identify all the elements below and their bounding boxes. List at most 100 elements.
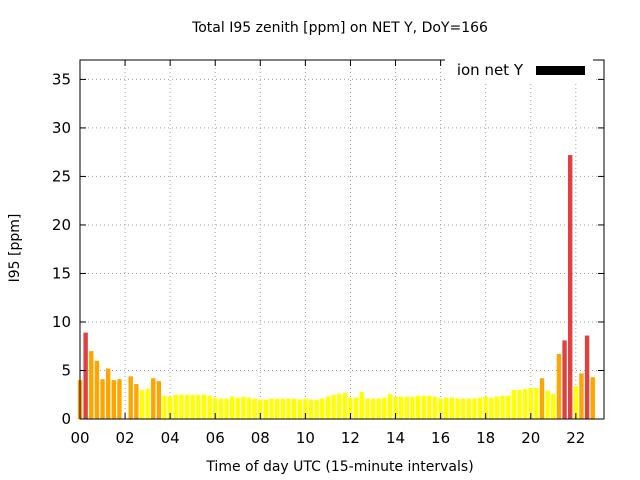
bar: [551, 393, 556, 419]
bar: [325, 396, 331, 419]
bar: [128, 376, 133, 419]
y-tick-label: 25: [52, 167, 71, 185]
bar: [365, 398, 370, 419]
bar: [139, 389, 145, 419]
bar: [489, 397, 494, 419]
x-tick-label: 20: [521, 429, 540, 447]
bar: [528, 387, 533, 419]
y-tick-label: 30: [52, 119, 71, 137]
bar: [393, 396, 398, 419]
bar: [562, 340, 567, 419]
bar: [83, 332, 88, 419]
x-tick-label: 06: [206, 429, 225, 447]
x-tick-label: 02: [116, 429, 135, 447]
x-tick-label: 16: [431, 429, 450, 447]
bar: [224, 398, 229, 419]
bar-series: [77, 155, 595, 419]
legend-swatch: [536, 66, 585, 75]
y-tick-label: 0: [61, 410, 71, 428]
bar: [297, 399, 302, 419]
bar: [134, 384, 139, 419]
bar: [506, 395, 511, 419]
bar: [483, 396, 488, 419]
bar: [291, 398, 297, 419]
chart-title: Total I95 zenith [ppm] on NET Y, DoY=166: [191, 20, 488, 36]
bar: [460, 398, 466, 419]
bar: [258, 399, 263, 419]
y-tick-label: 10: [52, 313, 71, 331]
x-tick-label: 00: [70, 429, 89, 447]
bar: [517, 389, 522, 419]
bar: [94, 360, 100, 419]
bar: [584, 335, 590, 419]
bar: [449, 397, 455, 419]
x-tick-label: 22: [566, 429, 585, 447]
legend-label: ion net Y: [457, 61, 524, 79]
x-tick-label: 10: [296, 429, 315, 447]
bar: [252, 398, 257, 419]
bar: [207, 395, 212, 419]
y-tick-label: 15: [52, 264, 71, 282]
bar: [218, 398, 224, 419]
bar: [472, 398, 477, 419]
bar: [353, 397, 359, 419]
bar: [156, 381, 162, 419]
bar: [235, 397, 240, 419]
bar: [421, 395, 426, 419]
bar: [342, 392, 348, 419]
bar: [280, 398, 286, 419]
bar: [105, 368, 111, 419]
bar: [466, 398, 471, 419]
bar: [579, 373, 584, 419]
x-tick-label: 14: [386, 429, 405, 447]
bar: [179, 394, 184, 419]
y-tick-label: 35: [52, 70, 71, 88]
x-tick-label: 12: [341, 429, 360, 447]
bar: [387, 393, 393, 419]
bar: [269, 398, 274, 419]
x-tick-label: 18: [476, 429, 495, 447]
bar: [100, 379, 105, 419]
bar: [438, 398, 443, 419]
bar: [246, 397, 252, 419]
bar: [444, 397, 449, 419]
bar: [556, 353, 562, 419]
bar: [534, 387, 539, 419]
bar: [308, 399, 314, 419]
legend: ion net Y: [445, 58, 593, 82]
bar: [111, 380, 117, 419]
bar: [117, 379, 122, 419]
axis-ticks: 0 5 10 15 20 25 30 35 00 02 04 06 08 10 12 14 16 18 20 22: [52, 60, 604, 447]
bar: [410, 396, 415, 419]
bar: [359, 391, 364, 419]
bar: [494, 396, 500, 419]
bar: [415, 395, 421, 419]
bar: [320, 398, 325, 419]
bar: [190, 394, 195, 419]
bar: [455, 398, 460, 419]
bar: [331, 394, 336, 419]
bar: [184, 394, 190, 419]
bar: [89, 351, 94, 419]
bar: [196, 394, 201, 419]
bar: [398, 396, 404, 419]
bar: [162, 395, 167, 419]
bar: [590, 377, 595, 419]
x-axis-label: Time of day UTC (15-minute intervals): [205, 459, 473, 475]
bar: [404, 396, 409, 419]
bar: [263, 399, 269, 419]
bar: [522, 388, 528, 419]
bar: [427, 395, 432, 419]
bar: [275, 398, 280, 419]
bar: [336, 393, 342, 419]
bar: [286, 398, 291, 419]
bar: [303, 398, 308, 419]
bar: [545, 390, 550, 419]
bar: [314, 399, 319, 419]
bar: [241, 396, 246, 419]
y-tick-label: 20: [52, 216, 71, 234]
bar: [145, 388, 150, 419]
bar: [348, 397, 353, 419]
bar: [151, 378, 156, 419]
